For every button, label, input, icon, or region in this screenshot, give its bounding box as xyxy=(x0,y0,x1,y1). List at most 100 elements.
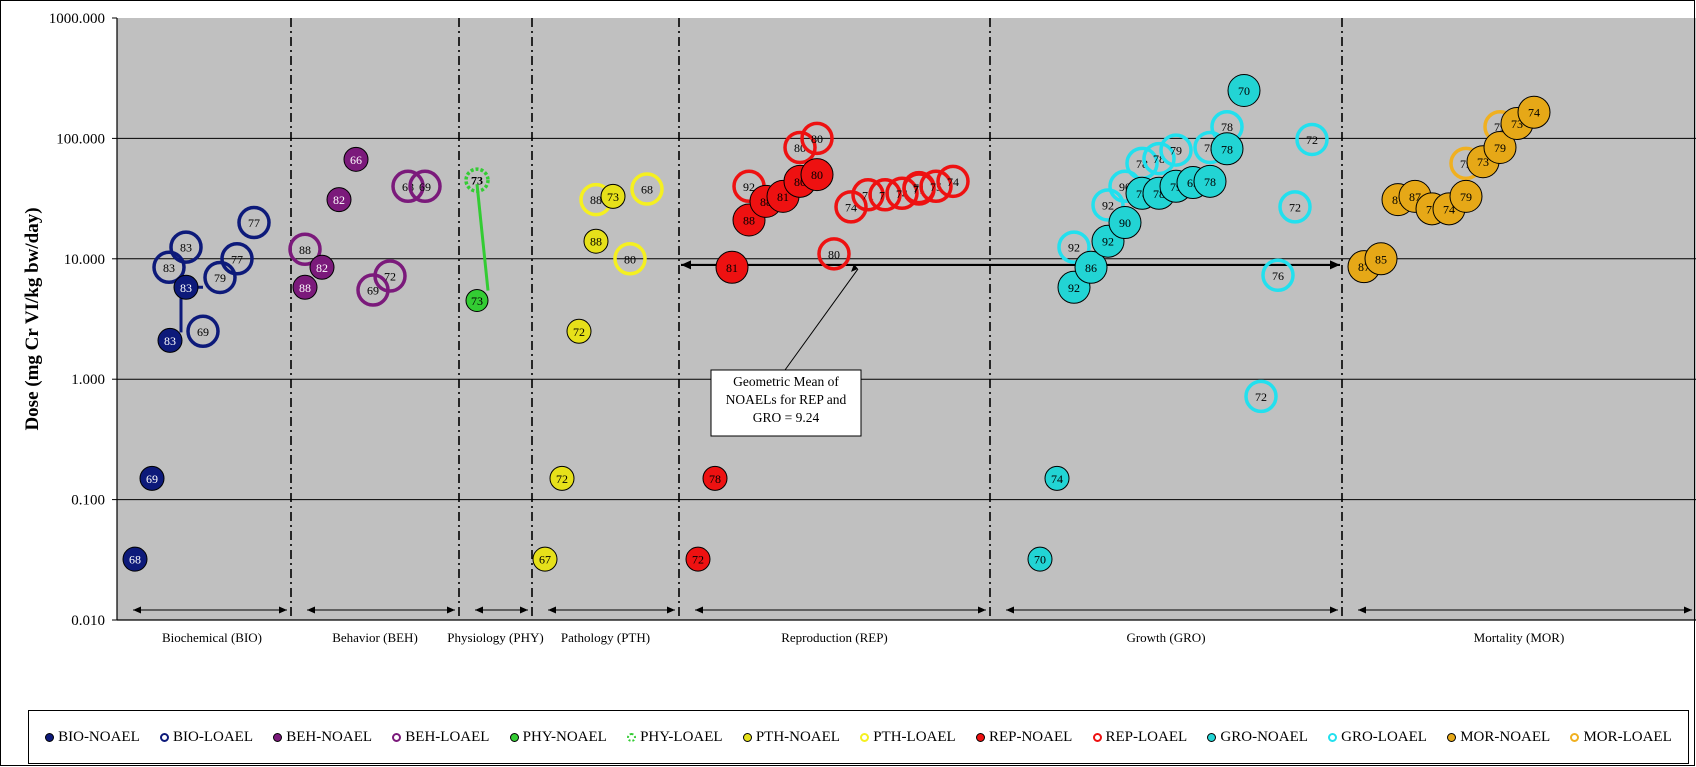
point-label: 81 xyxy=(777,190,789,204)
point-label: 81 xyxy=(726,261,738,275)
point-label: 92 xyxy=(1102,235,1114,249)
noael-point xyxy=(343,146,369,172)
point-label: 72 xyxy=(384,269,396,283)
loael-point xyxy=(817,237,851,271)
category-span-arrowhead xyxy=(133,606,141,614)
loael-point xyxy=(919,169,953,204)
point-label: 88 xyxy=(743,214,755,228)
noael-point xyxy=(600,183,626,209)
point-label: 72 xyxy=(556,472,568,486)
point-label: 78 xyxy=(1204,175,1216,189)
point-label: 78 xyxy=(1221,120,1233,134)
loael-point xyxy=(203,260,237,295)
point-label: 90 xyxy=(1119,216,1131,230)
loael-point xyxy=(220,242,254,276)
point-label: 92 xyxy=(1068,241,1080,255)
loael-point xyxy=(152,250,186,285)
y-tick-label: 0.010 xyxy=(71,613,105,629)
legend-marker xyxy=(1092,732,1102,742)
category-label: Physiology (PHY) xyxy=(447,630,543,645)
loael-point xyxy=(868,178,902,212)
point-label: 72 xyxy=(1255,390,1267,404)
point-label: 77 xyxy=(248,216,260,230)
chart-svg: 1000.000 100.000 10.000 1.000 0.100 0.010 Dose… xyxy=(22,11,1696,645)
loael-point xyxy=(800,121,834,156)
loael-point xyxy=(783,130,817,165)
loael-point xyxy=(464,167,490,193)
y-tick-label: 0.100 xyxy=(71,493,105,509)
noael-point xyxy=(1227,73,1261,107)
point-label: 80 xyxy=(811,132,823,146)
loael-point xyxy=(936,164,970,199)
point-label: 80 xyxy=(811,168,823,182)
loael-point xyxy=(1159,133,1193,167)
point-label: 73 xyxy=(1477,155,1489,169)
point-label: 72 xyxy=(1289,200,1301,214)
loael-point xyxy=(834,190,868,224)
noael-point xyxy=(702,465,728,491)
loael-point xyxy=(1295,122,1329,157)
point-label: 83 xyxy=(164,334,176,348)
legend-label: BEH-NOAEL xyxy=(286,728,373,745)
annotation-text: Geometric Mean of xyxy=(733,374,839,389)
point-label: 69 xyxy=(419,180,431,194)
noael-point xyxy=(685,546,711,572)
noael-point xyxy=(715,250,749,284)
annotation-box xyxy=(710,369,862,437)
loael-point xyxy=(391,169,425,204)
noael-point xyxy=(1483,131,1517,165)
category-span-arrowhead xyxy=(667,606,675,614)
legend-marker xyxy=(509,732,519,742)
annotation-text: GRO = 9.24 xyxy=(753,410,820,425)
point-label: 72 xyxy=(1306,133,1318,147)
category-span-arrowhead xyxy=(307,606,315,614)
category-span-arrowhead xyxy=(520,606,528,614)
point-label: 69 xyxy=(367,284,379,298)
loael-point xyxy=(1278,190,1312,224)
category-label: Mortality (MOR) xyxy=(1474,630,1565,645)
noael-point xyxy=(157,327,183,353)
chart-legend: BIO-NOAEL BIO-LOAEL BEH-NOAEL BEH-LOAEL PHY-… xyxy=(28,710,1689,764)
loael-point xyxy=(169,230,203,264)
noael-point xyxy=(1108,206,1142,240)
noael-point xyxy=(583,228,609,254)
legend-item: MOR-LOAEL xyxy=(1570,729,1672,746)
point-label: 82 xyxy=(316,261,328,275)
noael-point xyxy=(1193,164,1227,198)
legend-label: GRO-NOAEL xyxy=(1220,728,1308,745)
point-label: 85 xyxy=(1375,252,1387,266)
category-span-arrowhead xyxy=(279,606,287,614)
point-label: 78 xyxy=(1221,142,1233,156)
point-label: 76 xyxy=(1272,269,1284,283)
category-span-arrowhead xyxy=(978,606,986,614)
noael-point xyxy=(566,318,592,344)
category-label: Growth (GRO) xyxy=(1126,630,1205,645)
point-label: 88 xyxy=(590,235,602,249)
loael-point xyxy=(288,232,322,267)
legend-item: REP-NOAEL xyxy=(975,728,1073,746)
point-label: 88 xyxy=(299,281,311,295)
point-label: 74 xyxy=(1051,472,1063,486)
loael-point xyxy=(408,169,442,204)
point-label: 82 xyxy=(333,193,345,207)
legend-label: REP-NOAEL xyxy=(988,728,1073,745)
category-span-arrowhead xyxy=(548,606,556,614)
point-label: 70 xyxy=(1238,84,1250,98)
point-label: 80 xyxy=(828,247,840,261)
legend-marker xyxy=(1207,732,1217,742)
legend-label: REP-LOAEL xyxy=(1105,728,1188,745)
legend-item: BEH-NOAEL xyxy=(273,729,372,746)
legend-marker xyxy=(1328,732,1338,742)
category-span-arrowhead xyxy=(475,606,483,614)
y-axis-title: Dose (mg Cr VI/kg bw/day) xyxy=(22,207,43,430)
annotation-pointer xyxy=(784,268,859,371)
noael-point xyxy=(1044,465,1070,491)
point-label: 78 xyxy=(709,472,721,486)
category-span-arrowhead xyxy=(695,606,703,614)
point-label: 79 xyxy=(214,271,226,285)
point-label: 86 xyxy=(1085,261,1097,275)
point-label: 74 xyxy=(1443,202,1455,216)
loael-point xyxy=(237,205,271,240)
noael-point xyxy=(1074,250,1108,284)
